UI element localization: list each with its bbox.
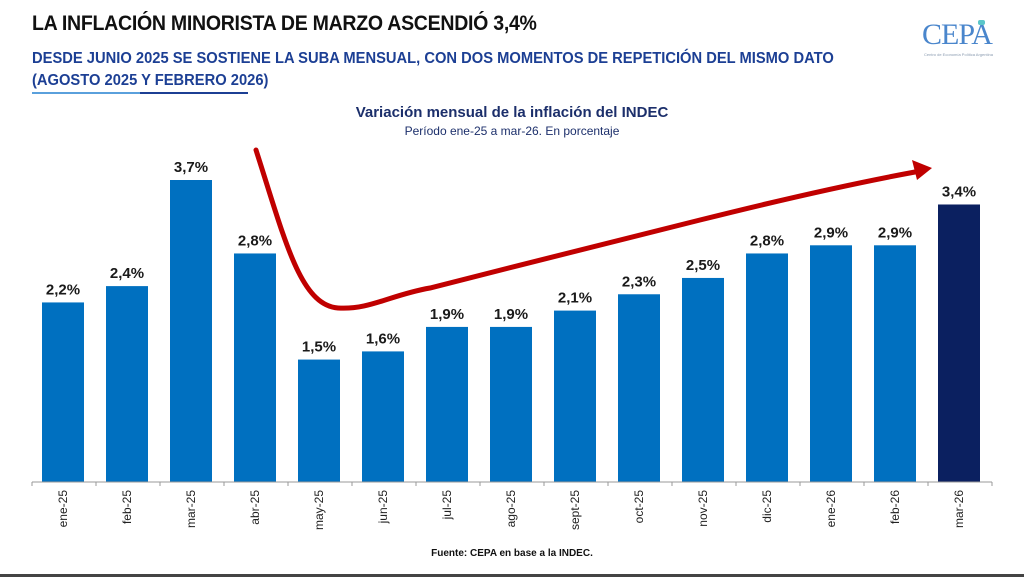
bar-jul-25 <box>426 326 468 482</box>
bar-jun-25 <box>362 351 404 482</box>
x-tick-label: may-25 <box>312 490 326 530</box>
x-tick-label: feb-26 <box>888 490 902 524</box>
bar-value-label: 1,9% <box>430 306 464 323</box>
bar-feb-26 <box>874 245 916 482</box>
x-tick-label: ene-25 <box>56 490 70 528</box>
bar-value-label: 2,9% <box>814 224 848 241</box>
bar-value-label: 1,9% <box>494 306 528 323</box>
x-tick-label: jun-25 <box>376 490 390 525</box>
bar-nov-25 <box>682 277 724 482</box>
logo-accent-icon <box>978 20 985 25</box>
trend-arrow-line <box>253 147 918 311</box>
subtitle-underline-light <box>32 92 140 94</box>
bar-chart: 2,2% 2,4% 3,7% 2,8% 1,5% 1,6% 1,9% 1,9% 2,1% 2,3%… <box>31 147 993 530</box>
bar-value-label: 2,1% <box>558 290 592 307</box>
bar-ago-25 <box>490 326 532 482</box>
x-tick-label: mar-25 <box>184 490 198 528</box>
x-axis: ene-25 feb-25 mar-25 abr-25 may-25 jun-25 jul-… <box>31 481 993 530</box>
trend-arrow <box>253 147 932 311</box>
bar-value-label: 2,2% <box>46 281 80 298</box>
page-title: LA INFLACIÓN MINORISTA DE MARZO ASCENDIÓ… <box>32 12 537 35</box>
bar-sept-25 <box>554 310 596 482</box>
x-tick-label: mar-26 <box>952 490 966 528</box>
bar-may-25 <box>298 359 340 482</box>
page-subtitle: DESDE JUNIO 2025 SE SOSTIENE LA SUBA MEN… <box>32 50 834 89</box>
subtitle-underline-dark <box>140 92 248 94</box>
source-note: Fuente: CEPA en base a la INDEC. <box>431 548 593 559</box>
logo-caption: Centro de Economía Política Argentina <box>924 52 993 57</box>
x-tick-label: ago-25 <box>504 490 518 528</box>
x-tick-label: ene-26 <box>824 490 838 528</box>
trend-arrow-head-icon <box>912 160 932 180</box>
bar-value-label: 1,6% <box>366 330 400 347</box>
bar-value-label: 2,3% <box>622 273 656 290</box>
bar-feb-25 <box>106 286 148 482</box>
cepa-logo: CEPA Centro de Economía Política Argenti… <box>922 18 1002 60</box>
bar-mar-26 <box>938 204 980 482</box>
bar-value-label: 3,4% <box>942 183 976 200</box>
chart-subtitle: Período ene-25 a mar-26. En porcentaje <box>404 124 620 138</box>
bar-mar-25 <box>170 180 212 482</box>
bar-oct-25 <box>618 294 660 482</box>
bar-value-label: 3,7% <box>174 159 208 176</box>
bar-value-label: 2,9% <box>878 224 912 241</box>
bars-layer: 2,2% 2,4% 3,7% 2,8% 1,5% 1,6% 1,9% 1,9% 2,1% 2,3%… <box>42 159 980 482</box>
bar-value-label: 2,8% <box>238 232 272 249</box>
bar-value-label: 2,5% <box>686 257 720 274</box>
bar-value-label: 2,8% <box>750 232 784 249</box>
bar-ene-25 <box>42 302 84 482</box>
bar-abr-25 <box>234 253 276 482</box>
x-tick-label: oct-25 <box>632 490 646 524</box>
x-tick-label: jul-25 <box>440 490 454 521</box>
bar-value-label: 1,5% <box>302 339 336 356</box>
x-tick-label: dic-25 <box>760 490 774 523</box>
chart-title: Variación mensual de la inflación del IN… <box>355 104 669 121</box>
bottom-rule <box>0 574 1024 577</box>
x-tick-label: sept-25 <box>568 490 582 530</box>
bar-ene-26 <box>810 245 852 482</box>
x-tick-label: abr-25 <box>248 490 262 525</box>
x-tick-label: nov-25 <box>696 490 710 527</box>
bar-dic-25 <box>746 253 788 482</box>
x-tick-label: feb-25 <box>120 490 134 524</box>
bar-value-label: 2,4% <box>110 265 144 282</box>
